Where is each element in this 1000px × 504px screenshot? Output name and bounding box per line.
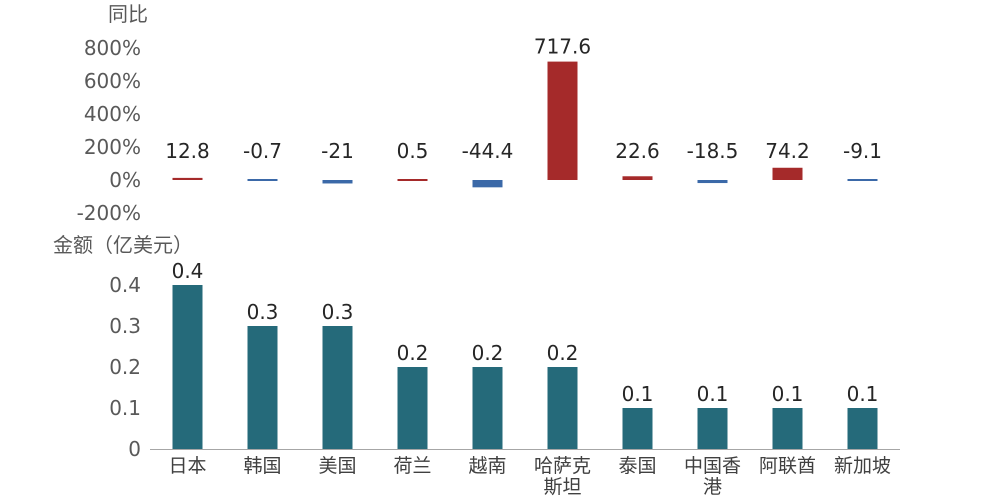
yoy-tick-label: 200% xyxy=(84,135,141,159)
amount-tick-label: 0.3 xyxy=(109,314,141,338)
yoy-tick-label: 400% xyxy=(84,102,141,126)
yoy-bar xyxy=(697,180,728,184)
amount-data-label: 0.3 xyxy=(247,300,279,324)
category-label: 韩国 xyxy=(243,455,281,477)
amount-data-label: 0.3 xyxy=(322,300,354,324)
amount-data-label: 0.2 xyxy=(472,341,504,365)
amount-tick-label: 0 xyxy=(128,437,141,461)
amount-data-labels: 0.4 0.3 0.3 0.2 0.2 0.2 0.1 0.1 0.1 0.1 xyxy=(172,259,879,406)
amount-tick-label: 0.2 xyxy=(109,355,141,379)
yoy-axis-title: 同比 xyxy=(108,2,148,26)
amount-bar xyxy=(697,408,728,449)
amount-data-label: 0.2 xyxy=(547,341,579,365)
yoy-bar xyxy=(247,179,278,181)
amount-tick-label: 0.1 xyxy=(109,396,141,420)
amount-tick-label: 0.4 xyxy=(109,273,141,297)
amount-data-label: 0.4 xyxy=(172,259,204,283)
yoy-data-label: -21 xyxy=(321,139,354,163)
amount-bar xyxy=(772,408,803,449)
yoy-bar xyxy=(397,179,428,181)
amount-y-axis: 0.4 0.3 0.2 0.1 0 xyxy=(109,273,141,461)
yoy-data-label: -44.4 xyxy=(462,139,514,163)
yoy-data-label: -18.5 xyxy=(687,139,739,163)
yoy-bars xyxy=(172,61,878,188)
amount-bar xyxy=(322,326,353,449)
yoy-tick-label: 0% xyxy=(109,168,141,192)
category-label: 哈萨克斯坦 xyxy=(534,455,591,498)
amount-bar xyxy=(847,408,878,449)
category-label: 阿联酋 xyxy=(759,455,816,477)
yoy-bar xyxy=(172,177,203,180)
category-label: 越南 xyxy=(468,455,506,477)
category-label: 中国香港 xyxy=(684,455,741,498)
amount-bar xyxy=(172,285,203,449)
yoy-bar xyxy=(772,167,803,180)
yoy-bar xyxy=(847,179,878,181)
amount-bars xyxy=(172,285,878,449)
yoy-data-label: 22.6 xyxy=(615,139,660,163)
yoy-data-labels: 12.8 -0.7 -21 0.5 -44.4 717.6 22.6 -18.5 74.2 -9.… xyxy=(165,35,882,163)
amount-data-label: 0.1 xyxy=(772,382,804,406)
yoy-bar xyxy=(322,180,353,184)
yoy-bar xyxy=(472,180,503,188)
amount-data-label: 0.1 xyxy=(847,382,879,406)
yoy-y-axis: 800% 600% 400% 200% 0% -200% xyxy=(77,36,141,225)
yoy-tick-label: 800% xyxy=(84,36,141,60)
yoy-data-label: 717.6 xyxy=(534,35,591,59)
category-label: 泰国 xyxy=(618,455,656,477)
yoy-data-label: -0.7 xyxy=(243,139,282,163)
yoy-data-label: 74.2 xyxy=(765,139,810,163)
amount-data-label: 0.1 xyxy=(622,382,654,406)
amount-data-label: 0.1 xyxy=(697,382,729,406)
amount-bar xyxy=(472,367,503,449)
amount-bar xyxy=(247,326,278,449)
yoy-data-label: 12.8 xyxy=(165,139,210,163)
amount-bar xyxy=(622,408,653,449)
yoy-tick-label: 600% xyxy=(84,69,141,93)
amount-bar xyxy=(547,367,578,449)
amount-data-label: 0.2 xyxy=(397,341,429,365)
amount-bar xyxy=(397,367,428,449)
amount-axis-title: 金额（亿美元） xyxy=(53,233,193,257)
yoy-bar xyxy=(622,176,653,180)
category-label: 荷兰 xyxy=(393,455,431,477)
category-label: 美国 xyxy=(318,455,356,477)
yoy-tick-label: -200% xyxy=(77,201,141,225)
yoy-data-label: 0.5 xyxy=(397,139,429,163)
category-label: 新加坡 xyxy=(834,455,891,477)
yoy-bar xyxy=(547,61,578,180)
category-label: 日本 xyxy=(168,455,206,477)
yoy-data-label: -9.1 xyxy=(843,139,882,163)
